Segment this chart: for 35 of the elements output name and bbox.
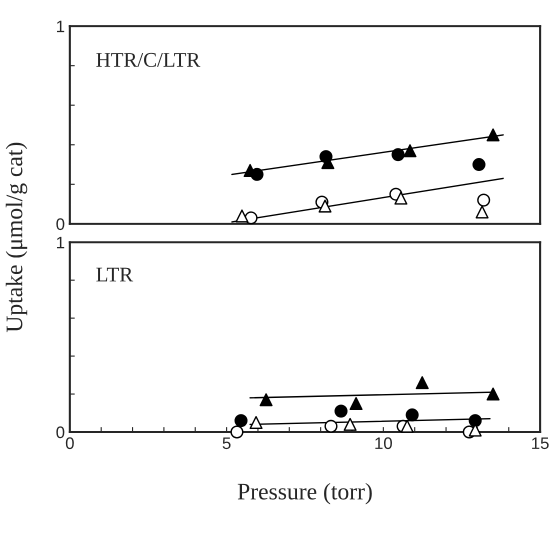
annotation: LTR (96, 268, 134, 282)
point (403, 144, 416, 158)
point (260, 393, 273, 406)
x-tick-label: 10 (375, 437, 392, 450)
x-axis-title: Pressure (torr) (238, 482, 372, 504)
point (250, 416, 263, 430)
point (486, 388, 500, 401)
x-tick-label: 15 (532, 437, 549, 450)
x-tick-label: 5 (222, 437, 231, 450)
point (318, 200, 332, 213)
x-tick-label: 0 (66, 437, 74, 450)
point (416, 376, 429, 390)
annotation: HTR/C/LTR (96, 52, 200, 67)
point (486, 128, 500, 142)
point (334, 404, 348, 418)
point (400, 420, 414, 433)
y-tick-label: 0 (56, 426, 64, 438)
point (476, 205, 489, 218)
point (472, 158, 486, 172)
y-axis-title: Uptake (μmol/g cat) (6, 142, 28, 332)
y-tick-label: 1 (56, 20, 64, 32)
point (468, 414, 482, 428)
point (324, 420, 338, 433)
y-tick-label: 0 (56, 218, 64, 230)
point (235, 209, 248, 222)
point (230, 425, 244, 438)
point (344, 418, 357, 431)
point (234, 414, 248, 428)
point (394, 192, 408, 205)
point (350, 397, 363, 410)
y-tick-label: 1 (56, 236, 64, 248)
point (392, 148, 405, 162)
point (406, 408, 419, 422)
point (468, 424, 482, 437)
point (477, 194, 490, 207)
